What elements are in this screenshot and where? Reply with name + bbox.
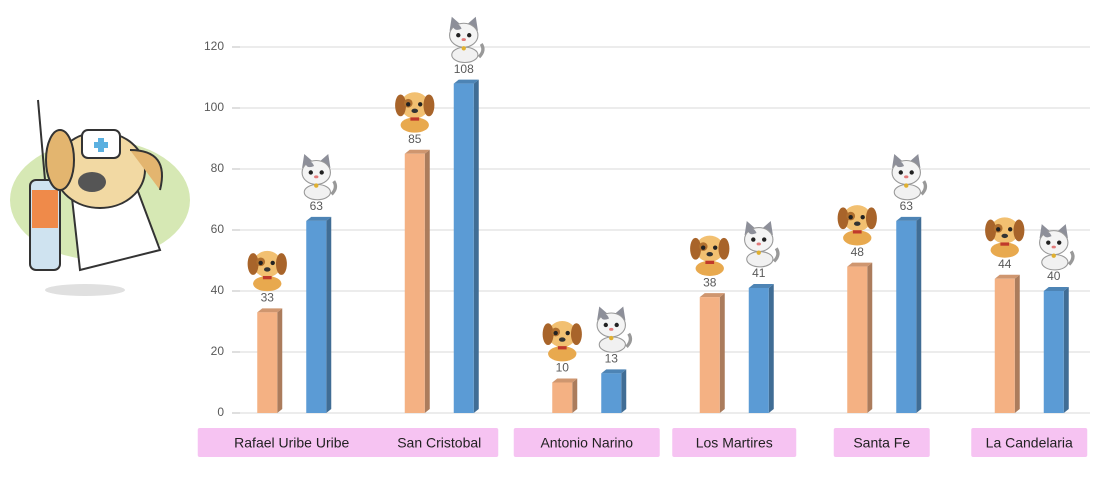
bar-side bbox=[277, 308, 282, 413]
animal-icon bbox=[1040, 224, 1073, 270]
bar bbox=[601, 373, 621, 413]
y-tick-label: 60 bbox=[211, 222, 225, 236]
bar-side bbox=[1064, 287, 1069, 413]
bar bbox=[257, 312, 277, 413]
bar bbox=[454, 84, 474, 413]
bar bbox=[1044, 291, 1064, 413]
data-label: 33 bbox=[261, 291, 275, 305]
animal-icon bbox=[248, 251, 287, 291]
animal-icon bbox=[745, 221, 778, 267]
bar-side bbox=[867, 263, 872, 413]
bar-side bbox=[916, 217, 921, 413]
x-tick-label: Rafael Uribe Uribe bbox=[234, 435, 349, 451]
bar bbox=[552, 383, 572, 414]
animal-icon bbox=[395, 92, 434, 132]
bar bbox=[896, 221, 916, 413]
bar-side bbox=[425, 150, 430, 413]
vet-dog-illustration bbox=[10, 100, 190, 296]
animal-icon bbox=[543, 321, 582, 361]
bar-side bbox=[326, 217, 331, 413]
bar bbox=[749, 288, 769, 413]
data-label: 40 bbox=[1047, 269, 1061, 283]
bar-side bbox=[720, 293, 725, 413]
y-tick-label: 80 bbox=[211, 161, 225, 175]
x-tick-label: Los Martires bbox=[696, 435, 773, 451]
data-label: 63 bbox=[310, 199, 324, 213]
data-label: 41 bbox=[752, 266, 766, 280]
bar-side bbox=[1015, 275, 1020, 413]
y-tick-label: 0 bbox=[217, 405, 224, 419]
bar-side bbox=[621, 369, 626, 413]
bar-side bbox=[474, 80, 479, 413]
animal-icon bbox=[302, 154, 335, 200]
animal-icon bbox=[450, 17, 483, 63]
data-label: 38 bbox=[703, 275, 717, 289]
chart: 0 20 40 60 80 100 120 Rafael Uribe Uribe 33 63 San… bbox=[0, 0, 1111, 487]
bar-side bbox=[769, 284, 774, 413]
data-label: 63 bbox=[900, 199, 914, 213]
x-tick-label: La Candelaria bbox=[986, 435, 1073, 451]
bar-side bbox=[572, 379, 577, 414]
data-label: 13 bbox=[605, 352, 619, 366]
y-tick-label: 100 bbox=[204, 100, 224, 114]
data-label: 108 bbox=[454, 62, 474, 76]
data-label: 44 bbox=[998, 257, 1012, 271]
data-label: 48 bbox=[851, 245, 865, 259]
x-tick-label: San Cristobal bbox=[397, 435, 481, 451]
animal-icon bbox=[985, 217, 1024, 257]
animal-icon bbox=[892, 154, 925, 200]
bar bbox=[847, 267, 867, 413]
y-tick-label: 40 bbox=[211, 283, 225, 297]
bar bbox=[306, 221, 326, 413]
y-tick-label: 120 bbox=[204, 39, 224, 53]
x-tick-label: Santa Fe bbox=[853, 435, 910, 451]
bar bbox=[405, 154, 425, 413]
x-tick-label: Antonio Narino bbox=[540, 435, 633, 451]
animal-icon bbox=[597, 306, 630, 352]
animal-icon bbox=[690, 236, 729, 276]
bar bbox=[700, 297, 720, 413]
page: 0 20 40 60 80 100 120 Rafael Uribe Uribe 33 63 San… bbox=[0, 0, 1111, 492]
y-tick-label: 20 bbox=[211, 344, 225, 358]
data-label: 85 bbox=[408, 132, 422, 146]
data-label: 10 bbox=[556, 361, 570, 375]
animal-icon bbox=[838, 205, 877, 245]
bar bbox=[995, 279, 1015, 413]
